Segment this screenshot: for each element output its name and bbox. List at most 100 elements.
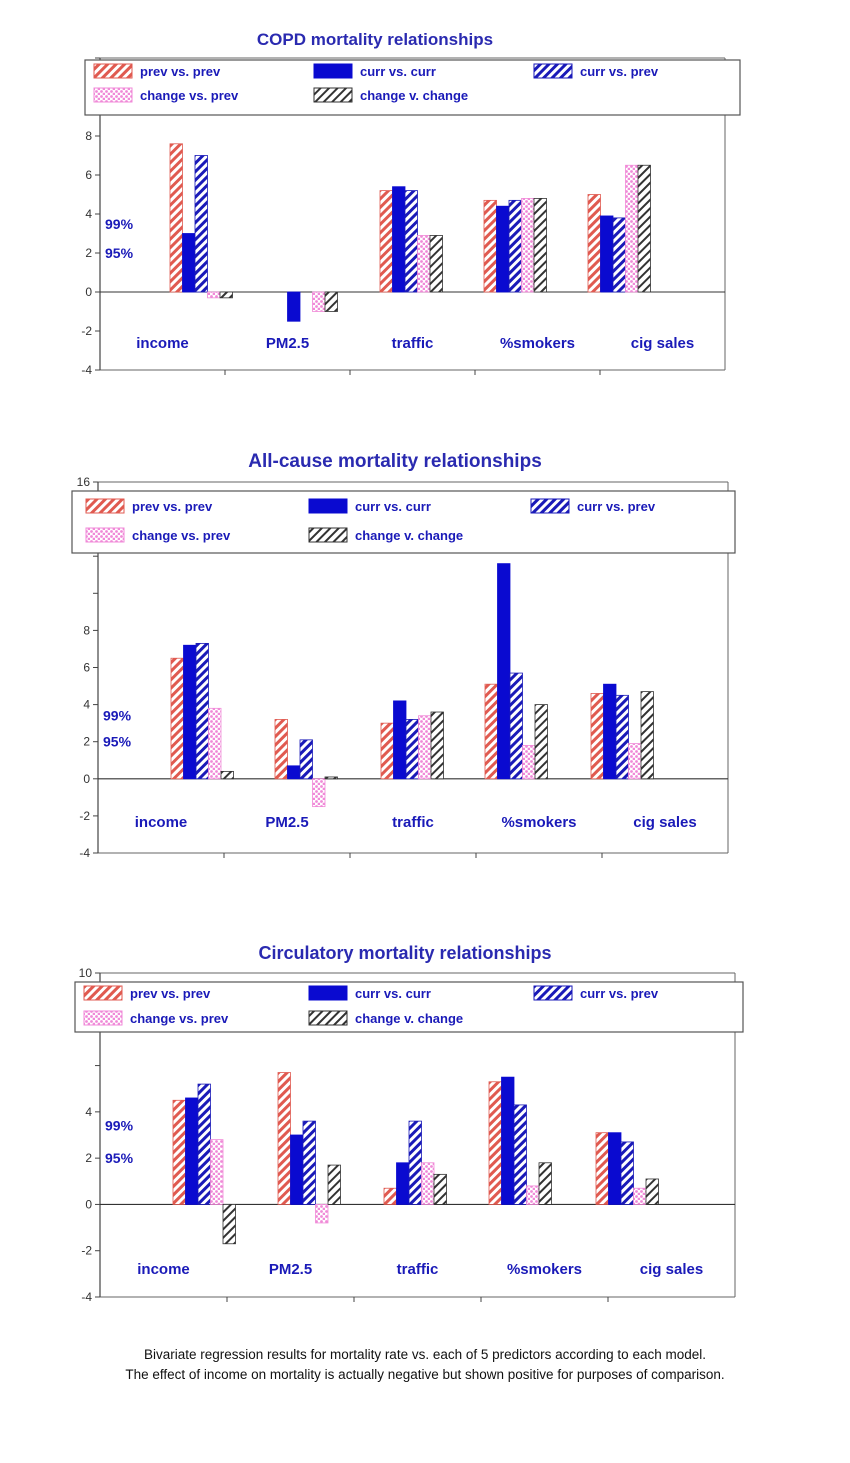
- legend-label-curr-curr: curr vs. curr: [355, 986, 431, 1001]
- bar-change-prev-0: [207, 291, 221, 299]
- bar-change-prev-1: [315, 1204, 329, 1224]
- bar-curr-prev-4: [615, 694, 629, 780]
- bar-change-prev-2: [417, 235, 431, 293]
- y-tick-label: -2: [79, 809, 90, 823]
- legend-swatch-curr-prev: [533, 985, 573, 1001]
- bar-curr-curr-3: [497, 563, 511, 780]
- legend-box: [71, 490, 736, 554]
- bar-change-prev-0: [208, 707, 222, 780]
- bar-curr-curr-0: [182, 233, 196, 293]
- y-tick-label: 0: [83, 772, 90, 786]
- chart-circulatory-plot: -4 -2 0 2 4 10 income PM2.5 traffic %smokers cig s…: [74, 966, 744, 1304]
- legend-label-curr-prev: curr vs. prev: [580, 986, 659, 1001]
- y-tick-label: 10: [79, 966, 93, 980]
- bar-change-prev-0: [210, 1139, 224, 1205]
- bar-curr-prev-2: [405, 719, 419, 780]
- category-label: traffic: [397, 1261, 439, 1278]
- bar-curr-prev-0: [195, 642, 209, 780]
- bar-prev-0: [172, 1099, 186, 1205]
- legend-label-curr-curr: curr vs. curr: [360, 64, 436, 79]
- legend-box: [84, 59, 741, 116]
- category-label: cig sales: [631, 335, 694, 352]
- bar-change-prev-3: [522, 745, 536, 780]
- y-tick-label: 4: [85, 207, 92, 221]
- bar-prev-2: [383, 1187, 397, 1205]
- ref-label-99pct: 99%: [105, 1118, 134, 1134]
- bar-curr-prev-4: [620, 1141, 634, 1205]
- y-tick-label: -4: [81, 1290, 92, 1304]
- bar-prev-1: [274, 719, 288, 780]
- legend-swatch-change-prev: [85, 527, 125, 543]
- bar-change-change-3: [533, 197, 547, 293]
- bar-curr-prev-4: [612, 217, 626, 293]
- bar-prev-4: [590, 693, 604, 780]
- legend-swatch-curr-curr: [308, 985, 348, 1001]
- chart-copd-plot: -4 -2 0 2 4 6 8 income PM2.5 traffic %smokers cig s…: [81, 57, 741, 377]
- bar-prev-0: [169, 143, 183, 293]
- ref-label-95pct: 95%: [105, 1150, 134, 1166]
- legend-swatch-curr-prev: [530, 498, 570, 514]
- y-tick-label: 4: [85, 1105, 92, 1119]
- legend-swatch-prev: [93, 63, 133, 79]
- legend-swatch-curr-curr: [308, 498, 348, 514]
- bar-change-change-2: [430, 711, 444, 780]
- legend-swatch-curr-prev: [533, 63, 573, 79]
- chart-copd: COPD mortality relationships -4 -2 0 2 4 6 8 in…: [81, 30, 741, 377]
- bar-curr-prev-1: [299, 739, 313, 780]
- bar-curr-prev-2: [408, 1120, 422, 1205]
- bar-change-change-1: [324, 776, 338, 780]
- ref-label-99pct: 99%: [103, 708, 132, 724]
- bar-curr-prev-2: [404, 190, 418, 293]
- bar-change-prev-4: [628, 743, 642, 780]
- category-label: PM2.5: [269, 1261, 312, 1278]
- bar-change-prev-1: [312, 778, 326, 808]
- legend-label-change-change: change v. change: [360, 88, 468, 103]
- y-tick-label: 0: [85, 285, 92, 299]
- bar-change-change-2: [429, 235, 443, 293]
- bar-change-prev-2: [421, 1162, 435, 1205]
- bar-curr-curr-4: [600, 215, 614, 293]
- bar-curr-curr-4: [603, 683, 617, 780]
- y-tick-label: 2: [85, 246, 92, 260]
- bar-curr-curr-0: [185, 1097, 199, 1205]
- legend-label-change-change: change v. change: [355, 528, 463, 543]
- bar-prev-3: [483, 199, 497, 293]
- bar-change-prev-1: [312, 291, 326, 312]
- chart-circulatory: Circulatory mortality relationships -4 -2…: [74, 943, 744, 1304]
- bar-change-prev-3: [521, 197, 535, 293]
- legend-swatch-change-prev: [83, 1010, 123, 1026]
- legend-swatch-prev: [83, 985, 123, 1001]
- bar-change-change-1: [324, 291, 338, 312]
- bar-change-prev-2: [418, 715, 432, 780]
- legend-label-curr-curr: curr vs. curr: [355, 499, 431, 514]
- bar-change-change-0: [222, 1204, 236, 1245]
- chart-copd-title: COPD mortality relationships: [257, 30, 493, 49]
- bar-change-change-3: [534, 704, 548, 780]
- legend-swatch-change-change: [313, 87, 353, 103]
- bar-curr-curr-3: [501, 1076, 515, 1205]
- legend-label-prev: prev vs. prev: [132, 499, 213, 514]
- category-label: cig sales: [640, 1261, 703, 1278]
- y-tick-label: 8: [85, 129, 92, 143]
- y-tick-label: -4: [81, 363, 92, 377]
- figure-caption: Bivariate regression results for mortali…: [0, 1345, 850, 1385]
- bar-prev-2: [380, 722, 394, 780]
- bar-prev-4: [587, 194, 601, 293]
- y-tick-label: -2: [81, 1244, 92, 1258]
- bar-curr-prev-3: [508, 199, 522, 293]
- legend-swatch-prev: [85, 498, 125, 514]
- y-tick-label: -4: [79, 846, 90, 860]
- bar-prev-0: [170, 657, 184, 780]
- legend-swatch-change-change: [308, 527, 348, 543]
- y-tick-label: 0: [85, 1197, 92, 1211]
- bar-change-change-3: [538, 1162, 552, 1205]
- legend-label-curr-prev: curr vs. prev: [580, 64, 659, 79]
- y-tick-label: 16: [77, 475, 91, 489]
- chart-circulatory-title: Circulatory mortality relationships: [258, 943, 551, 963]
- legend-label-change-prev: change vs. prev: [140, 88, 239, 103]
- bar-curr-prev-0: [194, 155, 208, 293]
- bar-curr-curr-4: [608, 1132, 622, 1205]
- bar-prev-4: [595, 1132, 609, 1205]
- category-label: %smokers: [501, 814, 576, 831]
- bar-prev-3: [488, 1081, 502, 1205]
